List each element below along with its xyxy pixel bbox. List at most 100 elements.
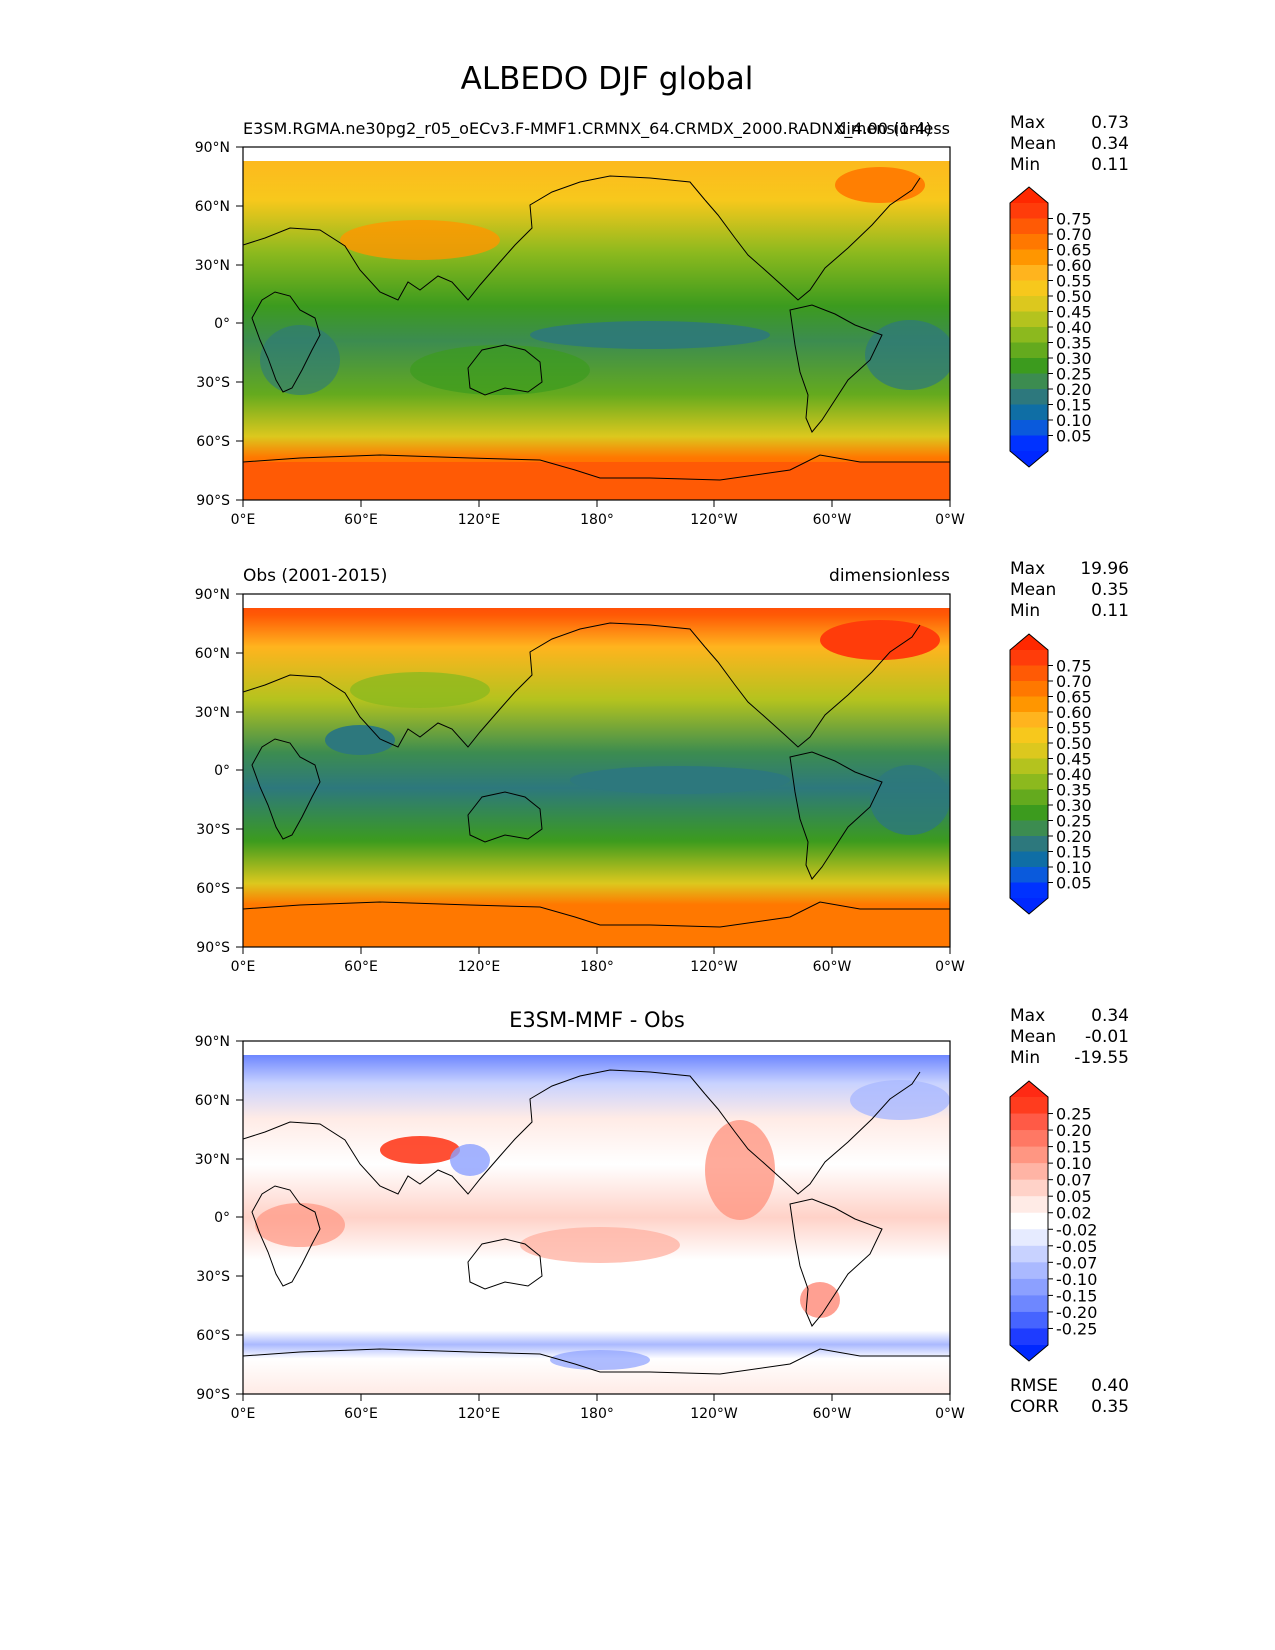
colorbar-swatch bbox=[1010, 1311, 1048, 1330]
stat-label: Mean bbox=[1010, 1027, 1056, 1047]
lat-tick-label: 0° bbox=[214, 316, 230, 332]
lon-tick-label: 0°W bbox=[935, 959, 965, 975]
colorbar-swatch bbox=[1010, 404, 1048, 421]
antarctic-band bbox=[243, 462, 950, 500]
panel-title-right: dimensionless bbox=[829, 566, 950, 586]
colorbar-label: 0.02 bbox=[1056, 1204, 1092, 1223]
stat-label: Min bbox=[1010, 155, 1040, 175]
lat-tick-label: 90°S bbox=[196, 493, 230, 509]
colorbar-label: 0.30 bbox=[1056, 349, 1092, 368]
region-blob bbox=[800, 1282, 840, 1318]
colorbar-swatch bbox=[1010, 265, 1048, 282]
lon-tick-label: 180° bbox=[580, 959, 614, 975]
colorbar-label: 0.10 bbox=[1056, 858, 1092, 877]
colorbar-swatch bbox=[1010, 1097, 1048, 1115]
stat-value: 0.35 bbox=[1091, 580, 1129, 600]
lon-tick-label: 120°W bbox=[690, 512, 738, 528]
coast-australia bbox=[467, 1238, 543, 1290]
lon-tick-label: 0°W bbox=[935, 1406, 965, 1422]
stat-label: Min bbox=[1010, 601, 1040, 621]
coast-africa bbox=[251, 291, 321, 393]
lon-tick-label: 120°W bbox=[690, 959, 738, 975]
colorbar-swatch bbox=[1010, 1179, 1048, 1197]
lat-tick-label: 60°N bbox=[195, 199, 230, 215]
region-blob bbox=[520, 1227, 680, 1263]
map-field bbox=[243, 594, 950, 947]
panel-title-center: E3SM-MMF - Obs bbox=[509, 1008, 685, 1032]
colorbar-outline bbox=[1009, 1080, 1049, 1362]
colorbar-label: 0.70 bbox=[1056, 225, 1092, 244]
colorbar-swatch bbox=[1010, 296, 1048, 313]
colorbar-swatch bbox=[1010, 327, 1048, 344]
colorbar-label: 0.25 bbox=[1056, 812, 1092, 831]
coast-north-america bbox=[704, 177, 921, 301]
colorbar-min-extension bbox=[1010, 451, 1048, 467]
panel-title-left: Obs (2001-2015) bbox=[243, 566, 387, 586]
colorbar-swatch bbox=[1010, 311, 1048, 328]
coast-antarctica bbox=[243, 1348, 950, 1375]
coast-eurasia bbox=[243, 175, 706, 301]
colorbar-label: -0.25 bbox=[1056, 1319, 1097, 1338]
lat-tick-label: 30°N bbox=[195, 258, 230, 274]
region-blob bbox=[850, 1080, 950, 1120]
corr-value: 0.35 bbox=[1091, 1397, 1129, 1417]
colorbar-label: 0.20 bbox=[1056, 827, 1092, 846]
lat-tick-label: 60°N bbox=[195, 646, 230, 662]
lon-tick-label: 60°W bbox=[813, 1406, 852, 1422]
colorbar-label: 0.50 bbox=[1056, 287, 1092, 306]
colorbar-swatch bbox=[1010, 1295, 1048, 1313]
colorbar-swatch bbox=[1010, 758, 1048, 775]
polar-mask bbox=[243, 147, 950, 161]
colorbar-swatch bbox=[1010, 1146, 1048, 1164]
lon-tick-label: 0°E bbox=[231, 1406, 256, 1422]
panel-model: E3SM.RGMA.ne30pg2_r05_oECv3.F-MMF1.CRMNX… bbox=[195, 113, 1129, 528]
colorbar-label: 0.30 bbox=[1056, 796, 1092, 815]
lon-axis: 0°E 60°E 120°E 180° 120°W 60°W 0°W bbox=[231, 1394, 965, 1422]
lon-tick-label: 60°E bbox=[344, 512, 378, 528]
colorbar-swatch bbox=[1010, 681, 1048, 698]
colorbar-swatch bbox=[1010, 836, 1048, 853]
colorbar-label: -0.10 bbox=[1056, 1270, 1097, 1289]
colorbar-swatch bbox=[1010, 851, 1048, 868]
lon-tick-label: 120°E bbox=[458, 959, 501, 975]
colorbar-swatch bbox=[1010, 420, 1048, 437]
lat-tick-label: 30°S bbox=[196, 1269, 230, 1285]
colorbar-label: 0.45 bbox=[1056, 750, 1092, 769]
colorbar-label: 0.40 bbox=[1056, 765, 1092, 784]
coast-antarctica bbox=[243, 454, 950, 481]
lon-tick-label: 60°E bbox=[344, 959, 378, 975]
lat-tick-label: 30°S bbox=[196, 375, 230, 391]
region-blob bbox=[255, 1203, 345, 1247]
region-blob bbox=[530, 321, 770, 349]
coast-south-america bbox=[789, 1198, 883, 1327]
lon-tick-label: 0°E bbox=[231, 959, 256, 975]
lon-tick-label: 180° bbox=[580, 1406, 614, 1422]
colorbar-swatch bbox=[1010, 696, 1048, 713]
stat-value: 19.96 bbox=[1080, 559, 1129, 579]
colorbar-swatch bbox=[1010, 358, 1048, 375]
colorbar: 0.750.700.650.600.550.500.450.400.350.30… bbox=[1009, 633, 1092, 915]
colorbar-label: 0.10 bbox=[1056, 1154, 1092, 1173]
polar-mask bbox=[243, 594, 950, 608]
colorbar-swatch bbox=[1010, 1196, 1048, 1214]
lon-tick-label: 120°E bbox=[458, 1406, 501, 1422]
colorbar-label: 0.75 bbox=[1056, 657, 1092, 676]
colorbar-max-extension bbox=[1010, 1081, 1048, 1097]
colorbar-label: 0.55 bbox=[1056, 719, 1092, 738]
colorbar-label: 0.65 bbox=[1056, 688, 1092, 707]
colorbar-swatch bbox=[1010, 1278, 1048, 1296]
lat-tick-label: 90°S bbox=[196, 940, 230, 956]
coast-south-america bbox=[789, 304, 883, 433]
lat-tick-label: 60°S bbox=[196, 1328, 230, 1344]
region-blob bbox=[410, 345, 590, 395]
lon-axis: 0°E 60°E 120°E 180° 120°W 60°W 0°W bbox=[231, 947, 965, 975]
region-blob bbox=[570, 766, 790, 794]
error-stats: RMSE 0.40 CORR 0.35 bbox=[1010, 1376, 1129, 1417]
colorbar-max-extension bbox=[1010, 634, 1048, 650]
lat-tick-label: 0° bbox=[214, 1210, 230, 1226]
colorbar-swatch bbox=[1010, 774, 1048, 791]
colorbar-label: -0.05 bbox=[1056, 1237, 1097, 1256]
stats-block: Max 19.96 Mean 0.35 Min 0.11 bbox=[1010, 559, 1129, 621]
colorbar-label: 0.40 bbox=[1056, 318, 1092, 337]
